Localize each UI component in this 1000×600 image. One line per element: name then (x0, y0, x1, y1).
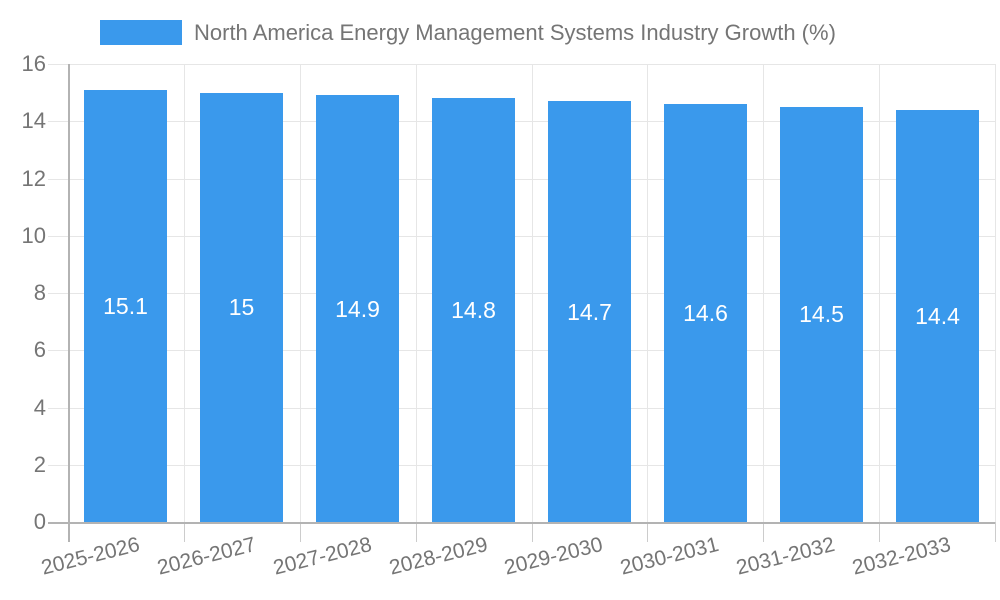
y-grid-line (48, 350, 995, 351)
bar-value-label: 14.5 (799, 301, 844, 327)
y-grid-line (48, 236, 995, 237)
bar-value-label: 14.4 (915, 303, 960, 329)
bar-value-label: 14.6 (683, 300, 728, 326)
x-grid-line (416, 64, 417, 522)
x-tick-label: 2031-2032 (733, 533, 837, 580)
x-axis-line (48, 522, 995, 524)
x-grid-line (184, 64, 185, 522)
x-grid-line (300, 64, 301, 522)
legend-label[interactable]: North America Energy Management Systems … (194, 20, 836, 45)
y-tick-label: 6 (33, 337, 46, 362)
bar[interactable] (316, 95, 399, 522)
y-grid-line (48, 465, 995, 466)
y-tick-label: 0 (33, 509, 46, 534)
y-grid-line (48, 64, 995, 65)
bar[interactable] (84, 90, 167, 522)
bar-value-label: 14.7 (567, 299, 612, 325)
y-grid-line (48, 179, 995, 180)
x-grid-line (995, 64, 996, 522)
y-tick-label: 10 (21, 223, 46, 248)
legend-swatch[interactable] (100, 20, 182, 45)
y-tick-label: 8 (33, 280, 46, 305)
bar[interactable] (432, 98, 515, 522)
x-tick-label: 2026-2027 (154, 533, 258, 580)
y-tick-label: 14 (21, 108, 46, 133)
bar[interactable] (664, 104, 747, 522)
x-tick-label: 2032-2033 (849, 533, 953, 580)
x-tick (995, 522, 996, 542)
x-tick (532, 522, 533, 542)
bar-value-label: 14.8 (451, 297, 496, 323)
x-grid-line (647, 64, 648, 522)
chart-legend: North America Energy Management Systems … (0, 12, 1000, 52)
x-tick-label: 2027-2028 (270, 533, 374, 580)
x-tick-label: 2029-2030 (501, 533, 605, 580)
y-tick-label: 2 (33, 452, 46, 477)
y-grid-line (48, 293, 995, 294)
y-grid-line (48, 121, 995, 122)
x-tick (647, 522, 648, 542)
bar-value-label: 15 (228, 294, 255, 320)
y-grid-line (48, 408, 995, 409)
x-tick-label: 2025-2026 (38, 533, 142, 580)
bar-value-label: 15.1 (103, 293, 148, 319)
x-tick (184, 522, 185, 542)
x-tick (416, 522, 417, 542)
bar[interactable] (200, 93, 283, 522)
bar-value-label: 14.9 (335, 296, 380, 322)
bar[interactable] (780, 107, 863, 522)
x-grid-line (763, 64, 764, 522)
x-tick (300, 522, 301, 542)
x-tick (879, 522, 880, 542)
x-tick-label: 2030-2031 (617, 533, 721, 580)
x-tick (763, 522, 764, 542)
y-axis-line (68, 64, 70, 542)
x-grid-line (532, 64, 533, 522)
y-tick-label: 4 (33, 395, 46, 420)
x-tick-label: 2028-2029 (386, 533, 490, 580)
bar[interactable] (548, 101, 631, 522)
x-grid-line (879, 64, 880, 522)
y-tick-label: 16 (21, 51, 46, 76)
y-tick-label: 12 (21, 166, 46, 191)
bar[interactable] (896, 110, 979, 522)
